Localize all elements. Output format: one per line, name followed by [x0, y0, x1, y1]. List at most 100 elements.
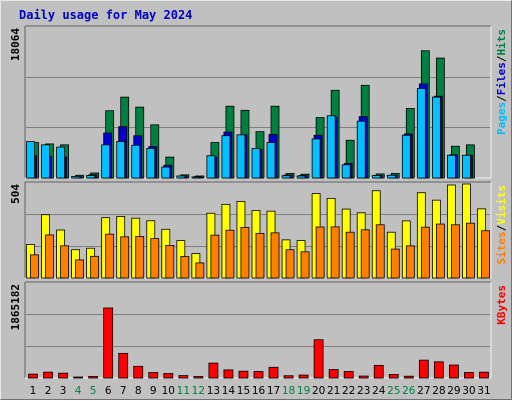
- kbytes-bar: [298, 374, 309, 379]
- day-label: 24: [372, 385, 386, 397]
- kbytes-bar: [178, 375, 189, 379]
- day-label: 29: [447, 385, 460, 397]
- pages-bar: [462, 154, 471, 179]
- kbytes-bar: [433, 361, 444, 379]
- pages-bar: [251, 148, 261, 179]
- bottom-legend: KBytes: [495, 285, 508, 325]
- sites-bar: [405, 245, 415, 279]
- pages-bar: [131, 144, 141, 179]
- sites-bar: [120, 236, 130, 279]
- kbytes-bar: [58, 372, 68, 379]
- kbytes-bar: [103, 307, 114, 379]
- day-label: 12: [192, 385, 205, 397]
- legend-pages: Pages: [495, 102, 508, 135]
- day-label: 19: [297, 385, 310, 397]
- day-label: 9: [150, 385, 157, 397]
- pages-bar: [191, 176, 201, 179]
- day-label: 6: [105, 385, 112, 397]
- kbytes-bar: [223, 369, 234, 379]
- pages-bar: [447, 154, 456, 179]
- day-label: 4: [75, 385, 82, 397]
- sites-bar: [466, 222, 475, 279]
- kbytes-bar: [208, 362, 219, 379]
- pages-bar: [416, 88, 426, 179]
- legend-sites: Sites: [495, 231, 508, 264]
- pages-bar: [356, 120, 366, 179]
- sites-bar: [360, 229, 370, 279]
- sites-bar: [481, 230, 490, 279]
- pages-bar: [296, 175, 306, 179]
- pages-bar: [221, 135, 231, 179]
- kbytes-bar: [118, 352, 129, 379]
- day-label: 30: [462, 385, 475, 397]
- sites-bar: [105, 233, 115, 279]
- pages-bar: [116, 141, 126, 179]
- sites-bar: [330, 226, 340, 279]
- kbytes-bar: [268, 366, 279, 379]
- pages-bar: [236, 134, 246, 179]
- pages-bar: [341, 164, 351, 179]
- kbytes-bar: [43, 371, 53, 379]
- pages-bar: [281, 175, 291, 179]
- day-label: 22: [342, 385, 355, 397]
- day-label: 31: [477, 385, 490, 397]
- kbytes-bar: [403, 375, 414, 379]
- day-label: 20: [312, 385, 325, 397]
- sites-bar: [210, 234, 220, 279]
- legend-kbytes: KBytes: [495, 285, 508, 325]
- sites-bar: [255, 232, 265, 279]
- day-label: 3: [60, 385, 67, 397]
- sites-bar: [90, 255, 100, 279]
- sites-bar: [225, 229, 235, 279]
- kbytes-bar: [283, 375, 294, 379]
- kbytes-bar: [73, 376, 83, 379]
- top-max-label: 18064: [9, 28, 22, 61]
- pages-bar: [176, 175, 186, 179]
- day-label: 25: [387, 385, 400, 397]
- pages-bar: [311, 138, 321, 179]
- pages-bar: [371, 175, 381, 179]
- sites-bar: [180, 256, 190, 279]
- sites-bar: [45, 234, 54, 279]
- sites-bar: [285, 249, 295, 279]
- sites-bar: [165, 245, 175, 279]
- day-label: 21: [327, 385, 340, 397]
- kbytes-bar: [133, 365, 144, 379]
- sites-bar: [375, 224, 385, 279]
- sites-bar: [150, 238, 160, 279]
- kbytes-bar: [328, 369, 339, 379]
- middle-max-label: 504: [9, 184, 22, 204]
- sites-bar: [195, 262, 205, 279]
- day-label: 5: [90, 385, 97, 397]
- kbytes-bar: [388, 374, 399, 379]
- pages-bar: [86, 175, 96, 179]
- sites-bar: [390, 248, 400, 279]
- pages-bar: [326, 115, 336, 179]
- day-label: 14: [222, 385, 236, 397]
- kbytes-bar: [343, 371, 354, 379]
- kbytes-bar: [358, 375, 369, 379]
- kbytes-bar: [88, 375, 99, 379]
- kbytes-bar: [479, 371, 489, 379]
- pages-bar: [146, 148, 156, 179]
- kbytes-bar: [464, 372, 474, 379]
- sites-bar: [270, 232, 280, 279]
- sites-bar: [345, 231, 355, 279]
- day-label: 18: [282, 385, 295, 397]
- chart-title: Daily usage for May 2024: [19, 8, 193, 22]
- top-legend: Pages/Files/Hits: [495, 29, 508, 135]
- pages-bar: [266, 142, 276, 179]
- pages-bar: [161, 166, 171, 179]
- sites-bar: [240, 226, 250, 279]
- pages-bar: [206, 155, 216, 179]
- day-label: 13: [207, 385, 220, 397]
- day-label: 28: [432, 385, 445, 397]
- legend-separator: /: [495, 224, 508, 231]
- kbytes-bar: [163, 373, 174, 379]
- sites-bar: [30, 254, 39, 279]
- pages-bar: [41, 144, 50, 179]
- day-label: 11: [177, 385, 190, 397]
- legend-visits: Visits: [495, 185, 508, 225]
- kbytes-bar: [238, 370, 249, 379]
